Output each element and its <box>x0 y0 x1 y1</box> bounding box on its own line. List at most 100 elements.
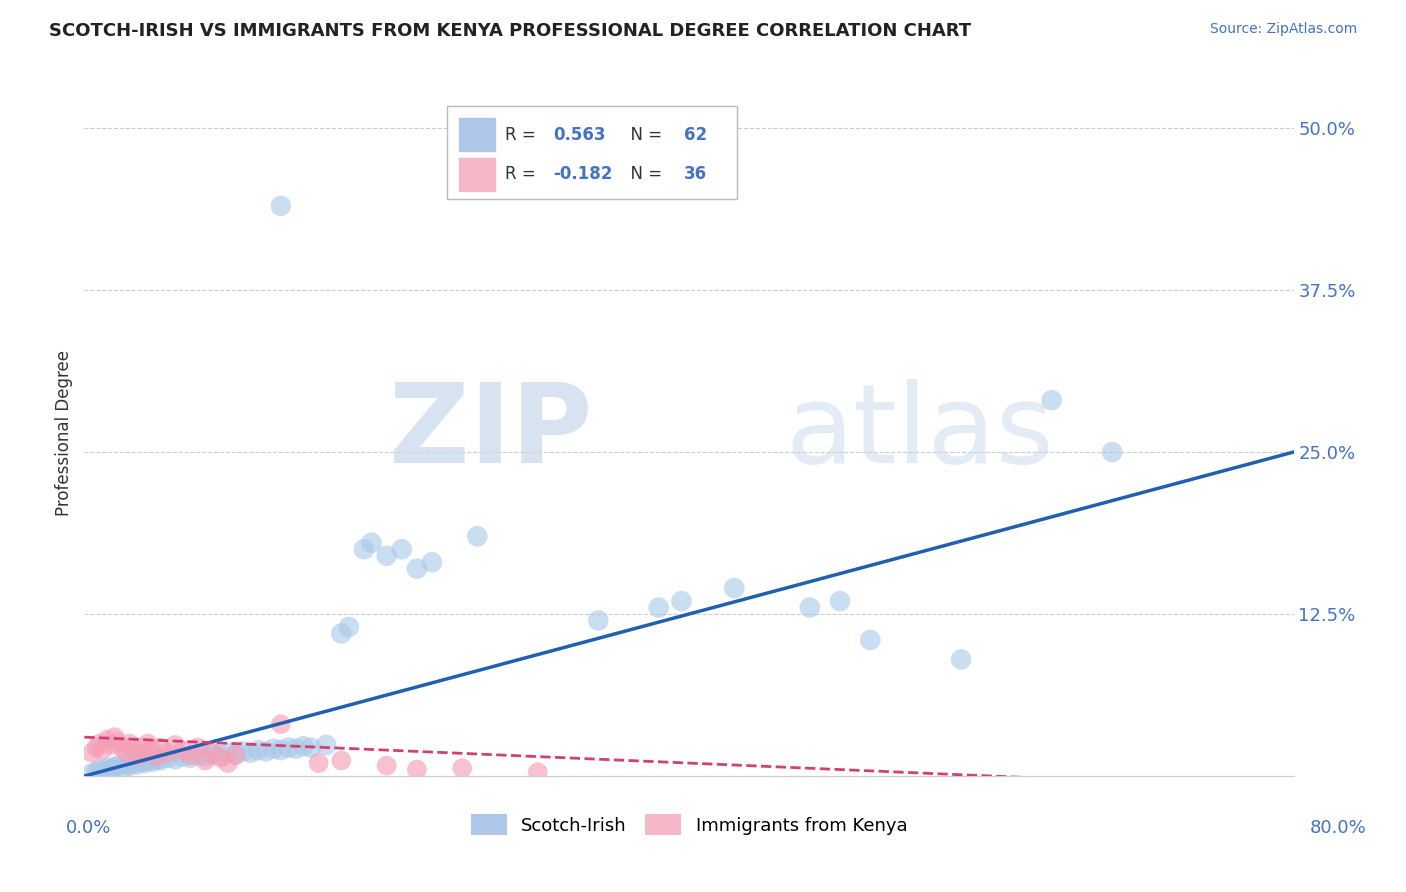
Point <box>104 730 127 744</box>
Point <box>86 740 108 755</box>
Point <box>100 763 122 777</box>
Point <box>80 766 103 780</box>
Point <box>353 542 375 557</box>
Point <box>89 737 111 751</box>
FancyBboxPatch shape <box>447 106 737 199</box>
Point <box>96 761 118 775</box>
Point <box>262 741 284 756</box>
Point <box>115 746 138 760</box>
Point <box>187 740 209 755</box>
Point <box>451 761 474 775</box>
Point <box>648 600 671 615</box>
Point <box>118 737 141 751</box>
Point <box>467 529 489 543</box>
Point <box>375 549 398 563</box>
Point <box>859 632 882 647</box>
Point <box>201 746 224 760</box>
Point <box>723 581 745 595</box>
Text: R =: R = <box>505 165 541 184</box>
Point <box>179 751 201 765</box>
Point <box>149 740 172 755</box>
Text: R =: R = <box>505 126 541 144</box>
Point <box>172 749 194 764</box>
Point <box>89 763 111 777</box>
Text: 80.0%: 80.0% <box>1310 819 1367 837</box>
FancyBboxPatch shape <box>460 158 495 191</box>
Point <box>86 765 108 780</box>
Text: 36: 36 <box>685 165 707 184</box>
Point <box>91 743 114 757</box>
Point <box>270 743 292 757</box>
Point <box>330 754 353 768</box>
Text: 0.563: 0.563 <box>554 126 606 144</box>
Point <box>420 555 443 569</box>
Point <box>830 594 852 608</box>
Point <box>107 735 129 749</box>
FancyBboxPatch shape <box>460 118 495 151</box>
Point <box>136 737 159 751</box>
Point <box>115 757 138 772</box>
Point <box>277 740 299 755</box>
Point <box>406 763 429 777</box>
Text: Source: ZipAtlas.com: Source: ZipAtlas.com <box>1209 22 1357 37</box>
Point <box>671 594 693 608</box>
Point <box>121 743 143 757</box>
Point <box>225 748 247 763</box>
Point <box>179 748 201 763</box>
Point <box>799 600 821 615</box>
Point <box>194 749 217 764</box>
Point <box>80 746 103 760</box>
Point <box>127 757 149 772</box>
Point <box>172 743 194 757</box>
Point <box>292 739 315 754</box>
Point <box>232 744 254 758</box>
Point <box>337 620 360 634</box>
Point <box>1040 393 1063 408</box>
Point <box>121 756 143 770</box>
Point <box>285 741 308 756</box>
Point <box>165 752 187 766</box>
Point <box>134 746 156 760</box>
Point <box>131 755 153 769</box>
Point <box>315 738 337 752</box>
Text: ZIP: ZIP <box>389 379 592 486</box>
Text: -0.182: -0.182 <box>554 165 613 184</box>
Point <box>165 738 187 752</box>
Point <box>131 740 153 755</box>
Point <box>194 754 217 768</box>
Point <box>141 743 163 757</box>
Point <box>391 542 413 557</box>
Point <box>146 752 169 766</box>
Point <box>209 751 232 765</box>
Point <box>217 746 239 760</box>
Point <box>187 748 209 763</box>
Point <box>225 747 247 761</box>
Point <box>270 199 292 213</box>
Text: atlas: atlas <box>786 379 1054 486</box>
Text: 62: 62 <box>685 126 707 144</box>
Point <box>330 626 353 640</box>
Point <box>247 743 270 757</box>
Point <box>100 738 122 752</box>
Point <box>91 764 114 778</box>
Point <box>118 758 141 772</box>
Point <box>254 744 277 758</box>
Point <box>308 756 330 770</box>
Point <box>104 760 127 774</box>
Text: N =: N = <box>620 126 668 144</box>
Point <box>127 749 149 764</box>
Point <box>107 758 129 772</box>
Point <box>239 746 262 760</box>
Point <box>136 754 159 768</box>
Point <box>134 756 156 770</box>
Y-axis label: Professional Degree: Professional Degree <box>55 350 73 516</box>
Point <box>156 746 179 760</box>
Point <box>111 740 134 755</box>
Point <box>146 749 169 764</box>
Point <box>201 747 224 761</box>
Point <box>588 614 610 628</box>
Point <box>270 717 292 731</box>
Text: SCOTCH-IRISH VS IMMIGRANTS FROM KENYA PROFESSIONAL DEGREE CORRELATION CHART: SCOTCH-IRISH VS IMMIGRANTS FROM KENYA PR… <box>49 22 972 40</box>
Legend: Scotch-Irish, Immigrants from Kenya: Scotch-Irish, Immigrants from Kenya <box>464 807 914 843</box>
Point <box>950 652 973 666</box>
